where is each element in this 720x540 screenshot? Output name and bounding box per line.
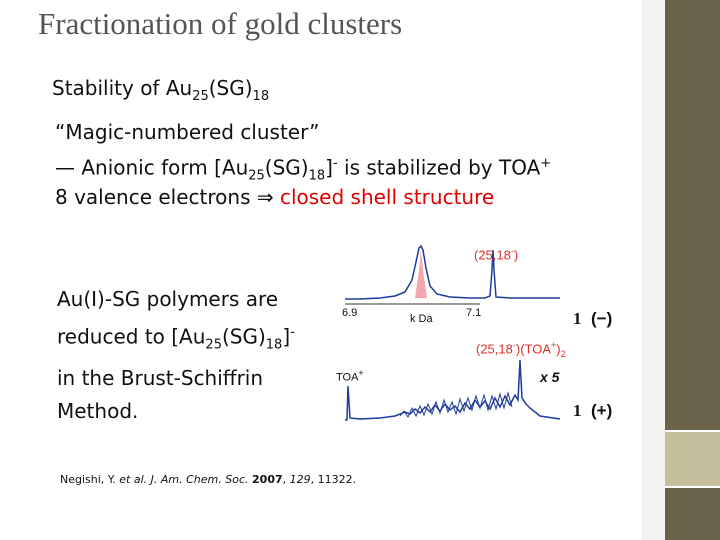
axis-unit: k Da [410,313,433,325]
text: (SG) [264,155,309,180]
text: ) [556,341,561,357]
text: Negishi, Y. [60,473,120,486]
subscript: 25 [205,337,222,353]
cation-number: 1 [573,401,582,420]
cation-noise [399,391,513,419]
subscript: 18 [265,337,283,353]
text: )(TOA [515,341,552,357]
scale-label: x 5 [540,369,560,385]
subscript: 25 [192,89,209,104]
text: — Anionic form [Au [55,155,249,180]
anion-spectrum [345,244,560,300]
superscript: - [332,156,338,171]
text: ] [282,324,291,349]
cation-peak-label: (25,18-)(TOA+)2 [476,340,566,359]
text: ) [513,247,519,263]
superscript: - [512,340,516,350]
text: is stabilized by TOA [337,155,541,180]
inset-peak-fill [415,250,427,298]
side-bar-bottom [665,488,720,540]
anion-sign: (−) [591,309,613,328]
text: Method. [57,398,139,423]
text: (25,18 [476,341,513,357]
figure-background [330,238,617,428]
axis-label: 6.9 [342,307,358,319]
bullet: 8 valence electrons ⇒ closed shell struc… [55,185,494,209]
highlight: closed shell structure [279,185,495,209]
cation-spectrum [345,359,561,421]
subscript: 18 [308,168,326,184]
text: , 11322. [310,473,357,486]
superscript: + [358,368,364,378]
journal: et al. J. Am. Chem. Soc. [119,473,249,486]
volume: 129 [289,473,311,486]
subscript: 2 [560,348,566,359]
superscript: - [290,325,295,340]
text: (SG) [221,324,266,349]
text: , [282,473,290,486]
citation: Negishi, Y. et al. J. Am. Chem. Soc. 200… [60,473,356,486]
text: (SG) [208,76,253,100]
text: ] [325,155,333,180]
superscript: - [510,246,514,256]
text: in the Brust-Schiffrin [57,365,264,390]
bullet: “Magic-numbered cluster” [55,120,320,144]
bullet: — Anionic form [Au25(SG)18]- is stabiliz… [55,152,551,189]
superscript: + [540,156,552,171]
text: “Magic-numbered cluster” [55,120,320,144]
text: reduced to [Au [57,324,206,349]
axis-label: 7.1 [466,307,482,319]
stability-heading: Stability of Au25(SG)18 [52,76,269,109]
text: TOA [336,371,359,384]
superscript: + [551,340,557,350]
title: Fractionation of gold clusters [38,6,403,41]
anion-peak-label: (25,18-) [474,246,518,262]
side-strip [642,0,665,540]
side-accent [665,432,720,486]
cation-sign: (+) [591,401,613,420]
year: 2007 [252,473,283,486]
text: Stability of Au [52,76,193,100]
polymers-text: Au(I)-SG polymers are reduced to [Au25(S… [57,283,295,428]
text: Au(I)-SG polymers are [57,287,279,311]
text: (25,18 [474,247,511,263]
subscript: 18 [252,89,270,104]
side-bar [665,0,720,430]
anion-number: 1 [573,309,582,328]
toa-label: TOA+ [336,368,364,384]
subscript: 25 [248,168,265,184]
text: 8 valence electrons ⇒ [55,185,280,209]
